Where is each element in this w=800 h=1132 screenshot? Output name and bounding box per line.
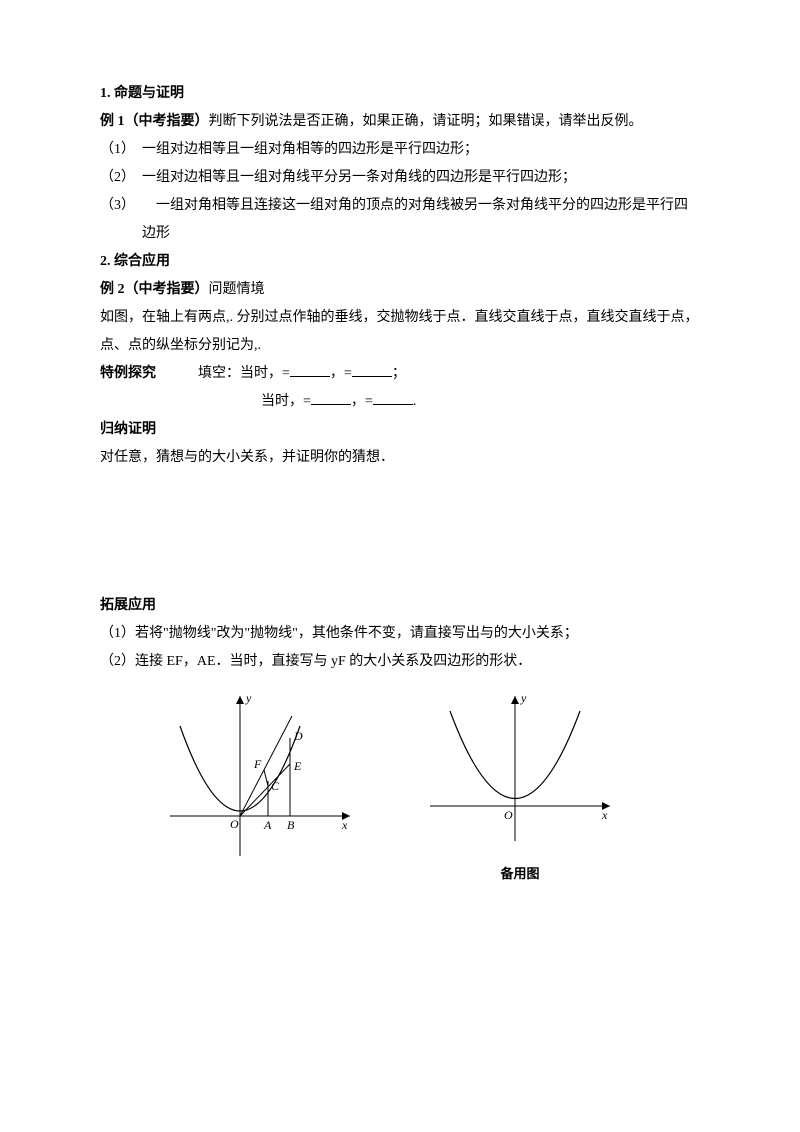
example-1-text: 判断下列说法是否正确，如果正确，请证明；如果错误，请举出反例。: [209, 114, 643, 129]
blank-2[interactable]: [352, 362, 392, 377]
fill-mid-2: ，=: [351, 394, 373, 409]
fill-prefix-2: 当时，=: [261, 394, 311, 409]
blank-3[interactable]: [311, 390, 351, 405]
fill-prefix-1: 填空：当时，=: [198, 366, 290, 381]
special-case-row1: 特例探究 填空：当时，= ，= ；: [100, 360, 700, 388]
blank-4[interactable]: [373, 390, 413, 405]
label-B: B: [287, 818, 295, 832]
section-2-title: 2. 综合应用: [100, 248, 700, 276]
induction-label: 归纳证明: [100, 416, 700, 444]
ext-item-1: （1）若将"抛物线"改为"抛物线"，其他条件不变，请直接写出与的大小关系；: [100, 620, 700, 648]
axis-x-2: x: [601, 808, 608, 822]
item-3: （3） 一组对角相等且连接这一组对角的顶点的对角线被另一条对角线平分的四边形是平…: [100, 192, 700, 248]
problem-context: 如图，在轴上有两点,. 分别过点作轴的垂线，交抛物线于点．直线交直线于点，直线交…: [100, 304, 700, 360]
figure-2-caption: 备用图: [420, 861, 620, 887]
section-1-title: 1. 命题与证明: [100, 80, 700, 108]
extension-title: 拓展应用: [100, 592, 700, 620]
item-2: （2） 一组对边相等且一组对角线平分另一条对角线的四边形是平行四边形；: [100, 164, 700, 192]
item-2-text: 一组对边相等且一组对角线平分另一条对角线的四边形是平行四边形；: [142, 170, 576, 185]
label-O-2: O: [504, 808, 513, 822]
label-F: F: [253, 757, 262, 771]
figure-2: O x y 备用图: [420, 686, 620, 887]
ext-item-2-text: 连接 EF，AE．当时，直接写与 yF 的大小关系及四边形的形状．: [135, 654, 531, 669]
item-3-num: （3）: [100, 198, 128, 213]
example-2: 例 2（中考指要）问题情境: [100, 276, 700, 304]
fill-suffix-1: ；: [392, 366, 406, 381]
ext-item-2: （2）连接 EF，AE．当时，直接写与 yF 的大小关系及四边形的形状．: [100, 648, 700, 676]
special-case-row2: 当时，= ，=.: [100, 388, 700, 416]
fill-suffix-2: .: [413, 394, 417, 409]
figures-row: O A B C D E F x y O x y 备用图: [160, 686, 700, 887]
axis-x-1: x: [341, 818, 348, 832]
spacer: [100, 472, 700, 592]
axis-y-2: y: [520, 691, 527, 705]
induction-text: 对任意，猜想与的大小关系，并证明你的猜想．: [100, 444, 700, 472]
figure-1: O A B C D E F x y: [160, 686, 360, 887]
fill-mid-1: ，=: [330, 366, 352, 381]
label-C: C: [271, 779, 280, 793]
special-case-label: 特例探究: [100, 366, 156, 381]
blank-1[interactable]: [290, 362, 330, 377]
axis-y-1: y: [245, 691, 252, 705]
item-1-num: （1）: [100, 142, 128, 157]
item-3-text: 一组对角相等且连接这一组对角的顶点的对角线被另一条对角线平分的四边形是平行四边形: [142, 198, 688, 241]
example-1: 例 1（中考指要）判断下列说法是否正确，如果正确，请证明；如果错误，请举出反例。: [100, 108, 700, 136]
ext-item-1-text: 若将"抛物线"改为"抛物线"，其他条件不变，请直接写出与的大小关系；: [135, 626, 578, 641]
ext-item-2-num: （2）: [100, 654, 135, 669]
figure-2-svg: O x y: [420, 686, 620, 846]
label-O: O: [230, 817, 239, 831]
label-A: A: [263, 818, 272, 832]
item-1-text: 一组对边相等且一组对角相等的四边形是平行四边形；: [142, 142, 478, 157]
label-E: E: [293, 759, 302, 773]
ext-item-1-num: （1）: [100, 626, 135, 641]
figure-1-svg: O A B C D E F x y: [160, 686, 360, 866]
label-D: D: [293, 729, 303, 743]
example-1-label: 例 1（中考指要）: [100, 114, 209, 129]
example-2-label: 例 2（中考指要）: [100, 282, 209, 297]
example-2-sub: 问题情境: [209, 282, 265, 297]
item-2-num: （2）: [100, 170, 128, 185]
item-1: （1） 一组对边相等且一组对角相等的四边形是平行四边形；: [100, 136, 700, 164]
